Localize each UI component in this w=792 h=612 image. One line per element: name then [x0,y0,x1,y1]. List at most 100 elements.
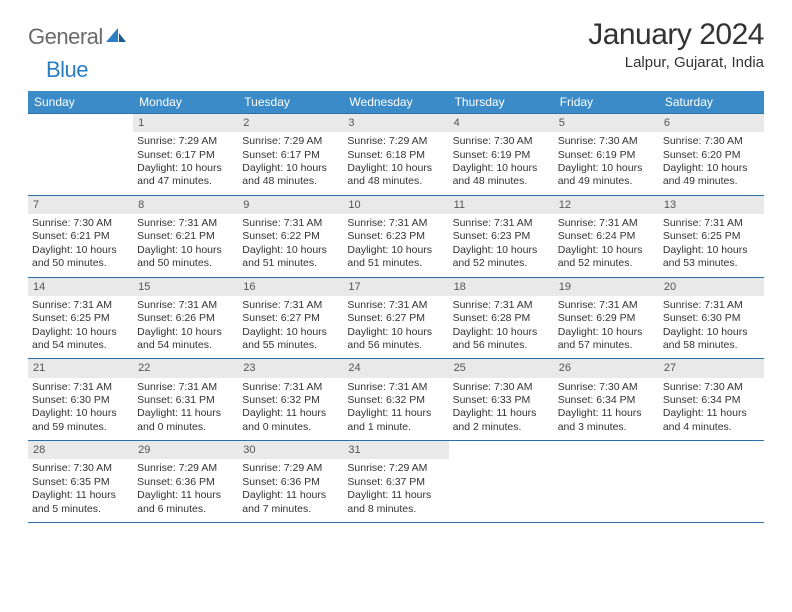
day-cell: 9Sunrise: 7:31 AMSunset: 6:22 PMDaylight… [238,195,343,277]
day-cell: 10Sunrise: 7:31 AMSunset: 6:23 PMDayligh… [343,195,448,277]
day-detail-line: Sunset: 6:36 PM [242,476,339,489]
day-detail-line: Daylight: 11 hours [558,407,655,420]
day-number: 11 [449,196,554,214]
day-detail-line: Sunrise: 7:31 AM [242,299,339,312]
day-detail-line: Daylight: 10 hours [558,162,655,175]
day-detail-line: Sunset: 6:30 PM [32,394,129,407]
day-detail-line: Sunrise: 7:31 AM [32,299,129,312]
day-detail-line: Sunrise: 7:30 AM [32,462,129,475]
day-cell: 11Sunrise: 7:31 AMSunset: 6:23 PMDayligh… [449,195,554,277]
day-detail-line: and 4 minutes. [663,421,760,434]
day-detail-line: and 50 minutes. [137,257,234,270]
day-number: 8 [133,196,238,214]
day-detail-line: Daylight: 10 hours [453,244,550,257]
day-detail-line: Sunset: 6:23 PM [347,230,444,243]
day-cell: 5Sunrise: 7:30 AMSunset: 6:19 PMDaylight… [554,114,659,196]
day-detail-line: and 6 minutes. [137,503,234,516]
day-number: 22 [133,359,238,377]
month-title: January 2024 [588,18,764,52]
day-number: 16 [238,278,343,296]
day-detail-line: Sunset: 6:27 PM [242,312,339,325]
day-detail-line: Sunset: 6:28 PM [453,312,550,325]
day-detail-line: Daylight: 10 hours [242,162,339,175]
day-detail-line: and 49 minutes. [558,175,655,188]
weekday-header: Saturday [659,91,764,114]
day-detail-line: Sunrise: 7:29 AM [137,462,234,475]
day-detail-line: and 51 minutes. [347,257,444,270]
day-detail-line: and 0 minutes. [242,421,339,434]
day-detail-line: Sunrise: 7:31 AM [453,217,550,230]
day-detail-line: Sunset: 6:21 PM [137,230,234,243]
day-detail-line: Sunrise: 7:30 AM [453,135,550,148]
day-detail-line: and 48 minutes. [453,175,550,188]
day-detail-line: Sunset: 6:25 PM [32,312,129,325]
day-detail-line: Sunrise: 7:31 AM [242,381,339,394]
day-cell: 17Sunrise: 7:31 AMSunset: 6:27 PMDayligh… [343,277,448,359]
day-number: 3 [343,114,448,132]
brand-name-a: General [28,24,103,50]
day-detail-line: Sunrise: 7:29 AM [347,135,444,148]
day-cell: 22Sunrise: 7:31 AMSunset: 6:31 PMDayligh… [133,359,238,441]
day-detail-line: Daylight: 10 hours [32,407,129,420]
day-number: 15 [133,278,238,296]
day-detail-line: Sunset: 6:27 PM [347,312,444,325]
day-cell: 7Sunrise: 7:30 AMSunset: 6:21 PMDaylight… [28,195,133,277]
day-detail-line: Sunrise: 7:31 AM [558,299,655,312]
day-detail-line: and 3 minutes. [558,421,655,434]
day-detail-line: Sunrise: 7:31 AM [32,381,129,394]
day-detail-line: Sunset: 6:19 PM [558,149,655,162]
calendar-table: Sunday Monday Tuesday Wednesday Thursday… [28,91,764,522]
day-detail-line: and 58 minutes. [663,339,760,352]
day-detail-line: Daylight: 11 hours [347,407,444,420]
day-cell: 23Sunrise: 7:31 AMSunset: 6:32 PMDayligh… [238,359,343,441]
weekday-header-row: Sunday Monday Tuesday Wednesday Thursday… [28,91,764,114]
day-cell: 28Sunrise: 7:30 AMSunset: 6:35 PMDayligh… [28,441,133,522]
day-detail-line: Sunrise: 7:31 AM [137,217,234,230]
day-detail-line: Sunrise: 7:29 AM [347,462,444,475]
day-detail-line: Sunrise: 7:31 AM [663,299,760,312]
day-cell: 30Sunrise: 7:29 AMSunset: 6:36 PMDayligh… [238,441,343,522]
day-cell: 21 Sunrise: 7:31 AMSunset: 6:30 PMDayligh… [28,359,133,441]
day-detail-line: and 59 minutes. [32,421,129,434]
weekday-header: Tuesday [238,91,343,114]
day-detail-line: Sunrise: 7:29 AM [242,135,339,148]
day-detail-line: and 50 minutes. [32,257,129,270]
day-detail-line: Daylight: 10 hours [663,326,760,339]
day-detail-line: Daylight: 11 hours [242,407,339,420]
day-detail-line: Daylight: 10 hours [242,244,339,257]
day-number: 28 [28,441,133,459]
day-detail-line: Daylight: 11 hours [137,407,234,420]
day-cell: 15Sunrise: 7:31 AMSunset: 6:26 PMDayligh… [133,277,238,359]
day-detail-line: Sunrise: 7:30 AM [32,217,129,230]
weekday-header: Friday [554,91,659,114]
day-detail-line: and 52 minutes. [453,257,550,270]
day-detail-line: Sunrise: 7:31 AM [137,299,234,312]
day-detail-line: Sunrise: 7:31 AM [347,381,444,394]
day-detail-line: Sunset: 6:24 PM [558,230,655,243]
day-detail-line: Sunset: 6:33 PM [453,394,550,407]
day-number: 17 [343,278,448,296]
day-number: 25 [449,359,554,377]
day-number: 6 [659,114,764,132]
day-detail-line: and 5 minutes. [32,503,129,516]
day-detail-line: Sunset: 6:19 PM [453,149,550,162]
day-detail-line: Sunrise: 7:30 AM [558,381,655,394]
day-detail-line: and 53 minutes. [663,257,760,270]
bottom-rule [28,522,764,523]
day-detail-line: Daylight: 10 hours [663,244,760,257]
week-row: 21Sunrise: 7:31 AMSunset: 6:30 PMDayligh… [28,359,764,441]
day-detail-line: and 48 minutes. [242,175,339,188]
weekday-header: Wednesday [343,91,448,114]
day-detail-line: Sunset: 6:36 PM [137,476,234,489]
day-detail-line: Daylight: 11 hours [347,489,444,502]
day-detail-line: Sunset: 6:37 PM [347,476,444,489]
day-detail-line: Sunset: 6:32 PM [347,394,444,407]
day-number: 7 [28,196,133,214]
day-detail-line: Sunrise: 7:30 AM [663,135,760,148]
weekday-header: Monday [133,91,238,114]
day-detail-line: Sunset: 6:18 PM [347,149,444,162]
day-detail-line: Sunset: 6:34 PM [558,394,655,407]
day-detail-line: Daylight: 10 hours [242,326,339,339]
week-row: 14Sunrise: 7:31 AMSunset: 6:25 PMDayligh… [28,277,764,359]
day-number: 21 [28,359,133,377]
